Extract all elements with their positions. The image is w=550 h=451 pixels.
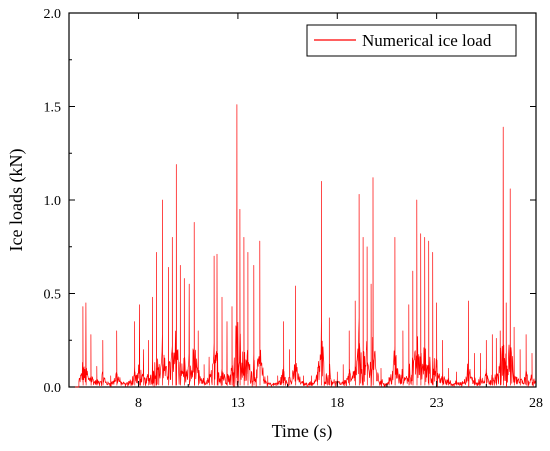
series-layer — [69, 104, 537, 388]
plot-frame — [68, 12, 537, 388]
plot-area — [68, 12, 537, 388]
x-tick-label: 18 — [330, 396, 344, 411]
x-tick-label: 13 — [231, 396, 245, 411]
x-axis-title: Time (s) — [272, 421, 333, 442]
legend: Numerical ice load — [306, 24, 517, 57]
y-tick-label: 1.5 — [44, 101, 62, 116]
series-line-numerical-ice-load — [69, 104, 537, 388]
x-tick-label: 23 — [430, 396, 444, 411]
y-axis-title: Ice loads (kN) — [6, 149, 27, 252]
x-axis-ticks: 8 13 18 23 28 — [135, 13, 543, 411]
y-tick-label: 0.0 — [44, 381, 62, 396]
y-tick-label: 2.0 — [44, 7, 62, 22]
y-tick-label: 0.5 — [44, 288, 62, 303]
x-tick-label: 28 — [529, 396, 543, 411]
x-tick-label: 8 — [135, 396, 142, 411]
legend-label: Numerical ice load — [362, 31, 492, 50]
y-tick-label: 1.0 — [44, 194, 62, 209]
y-axis-ticks: 0.0 0.5 1.0 1.5 2.0 — [44, 7, 536, 396]
